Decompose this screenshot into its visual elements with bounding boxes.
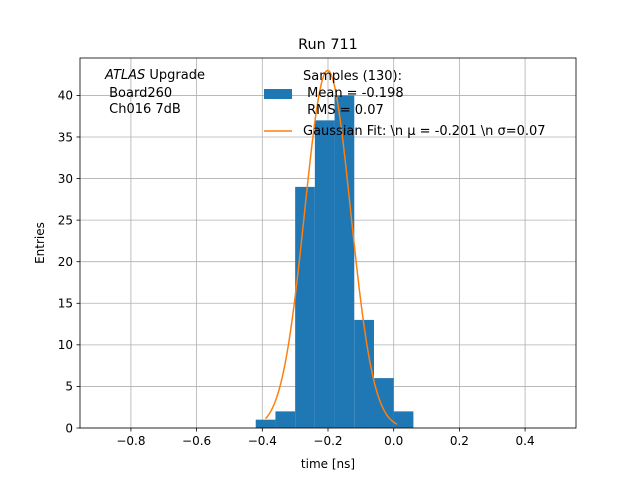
histogram-bar-6 (373, 378, 394, 428)
annotation-line-2: Board260 (105, 86, 172, 101)
annotation-line-1: ATLAS Upgrade (104, 68, 205, 83)
x-tick-label: −0.6 (182, 434, 211, 448)
histogram-bar-1 (275, 411, 296, 428)
x-axis-label: time [ns] (301, 457, 355, 471)
y-axis-label: Entries (33, 222, 47, 264)
y-tick-label: 40 (58, 89, 73, 103)
y-tick-label: 35 (58, 130, 73, 144)
gaussian-fit-layer (265, 69, 398, 425)
annotation-atlas: ATLAS (104, 68, 145, 83)
histogram-bar-5 (354, 319, 374, 428)
y-tick-label: 15 (58, 297, 73, 311)
x-tick-label: 0.4 (516, 434, 535, 448)
legend-label-samples-2: Mean = -0.198 (303, 86, 404, 101)
y-tick-label: 5 (65, 380, 73, 394)
x-tick-label: −0.8 (116, 434, 145, 448)
histogram-bar-0 (255, 419, 276, 428)
y-tick-label: 10 (58, 338, 73, 352)
ticks-layer: −0.8 −0.6 −0.4 −0.2 0.0 0.2 0.4 0 5 10 15 20 25 30 35 4… (58, 89, 535, 448)
legend-swatch-samples (264, 89, 292, 99)
chart-title: Run 711 (298, 37, 358, 53)
gaussian-fit-curve (265, 69, 398, 425)
atlas-annotation: ATLAS Upgrade Board260 Ch016 7dB (104, 68, 205, 117)
histogram-bar-3 (314, 120, 335, 428)
histogram-bar-4 (334, 95, 355, 428)
annotation-line-3: Ch016 7dB (105, 102, 181, 117)
legend-label-samples-3: RMS = 0.07 (303, 103, 384, 118)
x-tick-label: 0.0 (384, 434, 403, 448)
y-tick-label: 25 (58, 213, 73, 227)
histogram-bar-2 (295, 186, 315, 428)
legend: Samples (130): Mean = -0.198 RMS = 0.07 … (264, 69, 546, 139)
legend-label-samples-1: Samples (130): (303, 69, 402, 84)
y-tick-label: 30 (58, 172, 73, 186)
y-tick-label: 20 (58, 255, 73, 269)
histogram-bar-7 (393, 411, 414, 428)
x-tick-label: 0.2 (450, 434, 469, 448)
y-tick-label: 0 (65, 421, 73, 435)
legend-label-fit: Gaussian Fit: \n μ = -0.201 \n σ=0.07 (303, 124, 546, 139)
annotation-upgrade: Upgrade (145, 68, 205, 83)
x-tick-label: −0.2 (313, 434, 342, 448)
x-tick-label: −0.4 (248, 434, 277, 448)
